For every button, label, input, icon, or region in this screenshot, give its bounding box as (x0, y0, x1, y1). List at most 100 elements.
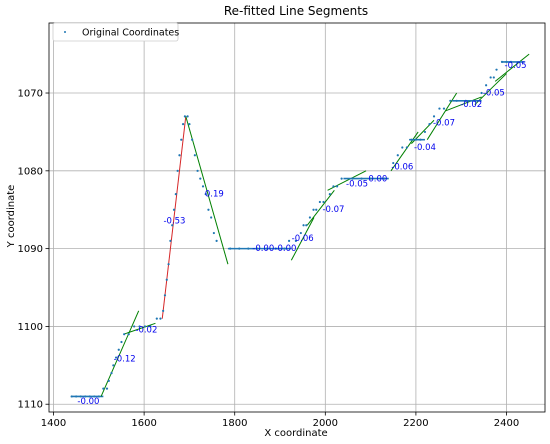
data-point (112, 364, 115, 367)
data-point (423, 130, 427, 134)
data-point (480, 91, 483, 95)
data-point (102, 387, 105, 390)
data-point (117, 348, 120, 351)
slope-label: -0.12 (114, 354, 136, 364)
data-point (247, 247, 250, 250)
data-point (473, 99, 476, 102)
data-point (318, 200, 321, 204)
data-point (181, 123, 185, 126)
fitted-segment (185, 116, 229, 265)
fitted-segment (306, 189, 335, 226)
data-point (256, 247, 259, 250)
x-tick-label: 1800 (222, 418, 247, 429)
data-point (133, 325, 136, 328)
x-axis-label: X coordinate (264, 428, 327, 439)
data-point (183, 115, 186, 118)
data-point (401, 146, 404, 149)
data-point (120, 340, 123, 344)
data-point (238, 247, 241, 250)
data-point (438, 107, 441, 110)
data-point (107, 379, 110, 382)
data-point (204, 193, 207, 196)
data-point (351, 177, 354, 180)
data-point (294, 239, 297, 242)
fitted-segment (445, 96, 482, 112)
slope-label: -0.06 (391, 162, 413, 172)
data-point (159, 317, 162, 320)
data-point (410, 138, 413, 141)
slope-label: -0.00 (252, 244, 274, 254)
data-point (315, 208, 318, 211)
data-point (88, 395, 91, 398)
data-point (114, 356, 118, 359)
slope-label: 0.00 (368, 175, 387, 185)
y-axis-label: Y coordinate (6, 185, 17, 249)
data-point (143, 325, 147, 328)
data-point (93, 395, 96, 398)
data-point (171, 224, 174, 227)
data-point (84, 395, 87, 398)
data-point (207, 208, 210, 211)
data-point (186, 115, 189, 118)
data-point (70, 395, 73, 398)
slope-label: -0.04 (414, 143, 436, 153)
data-point (383, 177, 386, 180)
data-point (199, 177, 202, 180)
y-tick-label: 1100 (18, 322, 43, 333)
data-point (127, 333, 130, 336)
fitted-segment (100, 310, 140, 397)
data-point (340, 177, 343, 180)
fitted-segment (494, 53, 530, 82)
data-point (123, 333, 126, 336)
data-point (328, 193, 331, 196)
data-point (396, 154, 399, 157)
data-point (442, 107, 446, 110)
data-point (110, 372, 113, 375)
legend-box (52, 22, 179, 42)
data-point (212, 231, 215, 235)
data-point (287, 239, 291, 242)
points (70, 60, 513, 398)
legend-marker (64, 31, 66, 33)
data-point (495, 68, 498, 71)
data-point (335, 185, 339, 188)
y-tick-label: 1110 (18, 400, 43, 411)
data-point (149, 325, 152, 328)
data-point (308, 216, 312, 219)
data-point (332, 185, 335, 188)
ticks: 1400 1600 1800 2000 2200 2400 1070 1080 1090 1100… (18, 89, 520, 429)
data-point (180, 138, 183, 141)
data-point (449, 99, 452, 102)
x-tick-label: 1400 (41, 418, 66, 429)
data-point (312, 208, 315, 211)
data-point (492, 76, 495, 79)
y-tick-label: 1070 (18, 89, 43, 100)
data-point (414, 138, 418, 141)
data-point (188, 123, 191, 126)
data-point (505, 60, 508, 64)
data-point (464, 99, 467, 102)
slope-label: -0.53 (163, 217, 185, 227)
x-tick-label: 2000 (313, 418, 338, 429)
data-point (419, 138, 422, 141)
data-point (172, 208, 176, 211)
slope-label: -0.05 (346, 179, 368, 189)
fitted-segment (161, 116, 187, 319)
plot-frame (48, 22, 546, 413)
slope-label: -0.05 (505, 61, 527, 71)
chart-title: Re-fitted Line Segments (224, 4, 368, 18)
data-point (299, 231, 302, 235)
data-point (138, 325, 141, 328)
fitted-segment (426, 92, 458, 140)
data-point (369, 177, 372, 180)
x-tick-label: 1600 (131, 418, 156, 429)
data-point (274, 247, 277, 250)
slope-label: -0.07 (433, 119, 455, 129)
data-point (305, 224, 308, 227)
data-point (265, 247, 268, 250)
data-point (229, 247, 232, 250)
data-point (176, 169, 179, 172)
x-tick-label: 2400 (494, 418, 519, 429)
data-point (509, 60, 513, 64)
data-point (322, 200, 325, 204)
